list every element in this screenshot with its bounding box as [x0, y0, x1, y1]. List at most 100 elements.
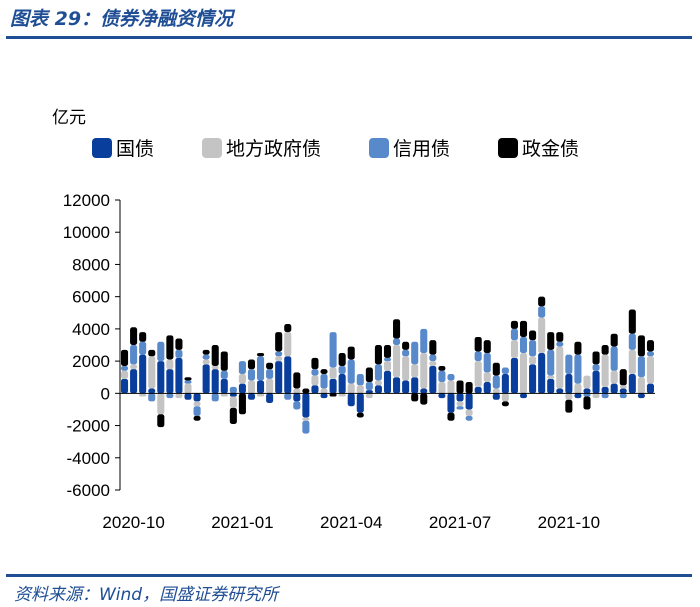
- bar-segment-series-2-period-14: [247, 369, 256, 381]
- bar-segment-series-1-period-24: [338, 393, 346, 397]
- bar-segment-series-3-period-40: [483, 340, 491, 354]
- bar-segment-series-3-period-19: [293, 372, 301, 389]
- bar-segment-series-2-period-49: [565, 354, 573, 374]
- bar-segment-series-3-period-23: [329, 393, 337, 397]
- bar-segment-series-2-period-37: [456, 406, 464, 410]
- bar-segment-series-1-period-6: [175, 393, 183, 399]
- bar-segment-series-1-period-7: [184, 383, 192, 394]
- bar-segment-series-0-period-0: [121, 378, 129, 394]
- bar-segment-series-3-period-13: [238, 393, 246, 415]
- bar-segment-series-3-period-1: [130, 327, 138, 345]
- bar-segment-series-0-period-7: [184, 393, 192, 400]
- bar-segment-series-1-period-45: [529, 356, 537, 365]
- x-tick-label-2: 2021-04: [320, 513, 382, 532]
- bar-segment-series-2-period-42: [501, 367, 509, 374]
- bar-segment-series-0-period-44: [519, 393, 528, 399]
- bar-segment-series-1-period-21: [311, 375, 319, 386]
- bar-segment-series-1-period-47: [547, 375, 555, 379]
- bar-segment-series-0-period-48: [556, 388, 564, 394]
- bar-segment-series-3-period-8: [193, 415, 201, 421]
- bar-segment-series-1-period-31: [402, 356, 410, 381]
- bar-segment-series-3-period-17: [275, 332, 283, 352]
- bar-segment-series-3-period-37: [456, 380, 464, 394]
- legend-item-guozhai: 国债: [92, 134, 154, 161]
- bar-segment-series-3-period-5: [166, 335, 174, 360]
- bar-segment-series-1-period-13: [238, 374, 246, 384]
- bar-segment-series-0-period-35: [438, 393, 446, 399]
- bar-segment-series-3-period-4: [157, 414, 165, 428]
- bar-segment-series-2-period-39: [474, 351, 482, 362]
- bar-segment-series-3-period-6: [175, 338, 183, 350]
- x-tick-label-3: 2021-07: [429, 513, 491, 532]
- bar-segment-series-2-period-20: [302, 420, 310, 434]
- bar-segment-series-2-period-35: [438, 370, 446, 383]
- legend-label-credit-bond: 信用债: [393, 138, 451, 160]
- bar-segment-series-3-period-54: [610, 333, 618, 347]
- bar-segment-series-0-period-28: [374, 385, 382, 394]
- bar-segment-series-3-period-50: [574, 341, 582, 355]
- bar-segment-series-0-period-51: [583, 388, 591, 394]
- bar-segment-series-2-period-16: [266, 369, 274, 379]
- chart-title: 图表 29：债券净融资情况: [10, 8, 234, 30]
- legend-item-credit-bond: 信用债: [369, 134, 450, 161]
- bar-segment-series-1-period-29: [383, 361, 392, 371]
- bar-segment-series-0-period-56: [628, 374, 636, 394]
- bar-segment-series-0-period-27: [365, 390, 373, 394]
- bar-segment-series-0-period-5: [166, 369, 174, 394]
- bar-segment-series-2-period-40: [483, 353, 491, 373]
- bar-segment-series-0-period-3: [148, 388, 156, 394]
- bar-segment-series-3-period-42: [501, 401, 509, 407]
- bar-segment-series-1-period-4: [157, 393, 165, 415]
- bar-segment-series-3-period-25: [347, 346, 355, 360]
- bar-segment-series-2-period-3: [148, 393, 156, 402]
- bar-segment-series-3-period-43: [510, 320, 518, 329]
- bar-segment-series-3-period-51: [583, 396, 591, 410]
- bar-segment-series-2-period-9: [202, 354, 210, 360]
- bar-segment-series-2-period-51: [583, 393, 591, 397]
- bar-segment-series-2-period-46: [538, 306, 546, 318]
- bar-segment-series-1-period-44: [519, 353, 528, 394]
- bar-segment-series-1-period-32: [411, 364, 419, 378]
- bar-segment-series-2-period-36: [447, 374, 455, 381]
- bar-segment-series-0-period-39: [474, 386, 482, 394]
- bar-segment-series-1-period-16: [266, 378, 274, 394]
- bar-segment-series-1-period-27: [365, 393, 373, 399]
- bar-segment-series-0-period-53: [601, 386, 609, 394]
- bar-segment-series-2-period-24: [338, 365, 346, 374]
- legend-swatch-guozhai: [92, 137, 112, 158]
- legend-swatch-credit-bond: [369, 137, 390, 158]
- bar-segment-series-1-period-38: [465, 409, 473, 416]
- bar-segment-series-3-period-0: [121, 349, 129, 366]
- bar-segment-series-3-period-26: [356, 412, 364, 418]
- bar-segment-series-2-period-54: [610, 346, 618, 371]
- bar-segment-series-3-period-29: [383, 345, 392, 358]
- bar-segment-series-2-period-31: [402, 349, 410, 357]
- bar-segment-series-1-period-34: [429, 361, 437, 366]
- bar-segment-series-1-period-15: [257, 393, 265, 397]
- bar-segment-series-0-period-4: [157, 361, 165, 394]
- bar-segment-series-0-period-15: [257, 380, 265, 394]
- bar-segment-series-1-period-37: [456, 401, 464, 407]
- bar-segment-series-1-period-42: [501, 393, 509, 402]
- bar-segment-series-3-period-49: [565, 399, 573, 413]
- bar-segment-series-2-period-25: [347, 359, 355, 384]
- bar-segment-series-0-period-19: [293, 393, 301, 402]
- bar-segment-series-2-period-1: [130, 345, 138, 365]
- bar-segment-series-0-period-58: [646, 383, 654, 394]
- bar-segment-series-3-period-53: [601, 345, 609, 355]
- bar-segment-series-0-period-52: [592, 370, 600, 394]
- bar-segment-series-0-period-46: [538, 353, 546, 394]
- bar-segment-series-1-period-12: [229, 396, 237, 408]
- bar-segment-series-1-period-30: [393, 345, 401, 378]
- bar-segment-series-0-period-50: [574, 393, 582, 399]
- bar-segment-series-3-period-52: [592, 351, 600, 365]
- bar-segment-series-0-period-10: [211, 369, 219, 394]
- bar-segment-series-1-period-54: [610, 370, 618, 384]
- y-tick-label-3: 6000: [72, 288, 110, 307]
- bar-segment-series-1-period-22: [320, 388, 328, 394]
- bar-segment-series-0-period-18: [284, 356, 292, 394]
- chart-legend: 国债 地方政府债 信用债 政金债: [92, 134, 579, 161]
- bar-segment-series-0-period-11: [220, 378, 228, 394]
- bar-segment-series-3-period-11: [220, 351, 228, 371]
